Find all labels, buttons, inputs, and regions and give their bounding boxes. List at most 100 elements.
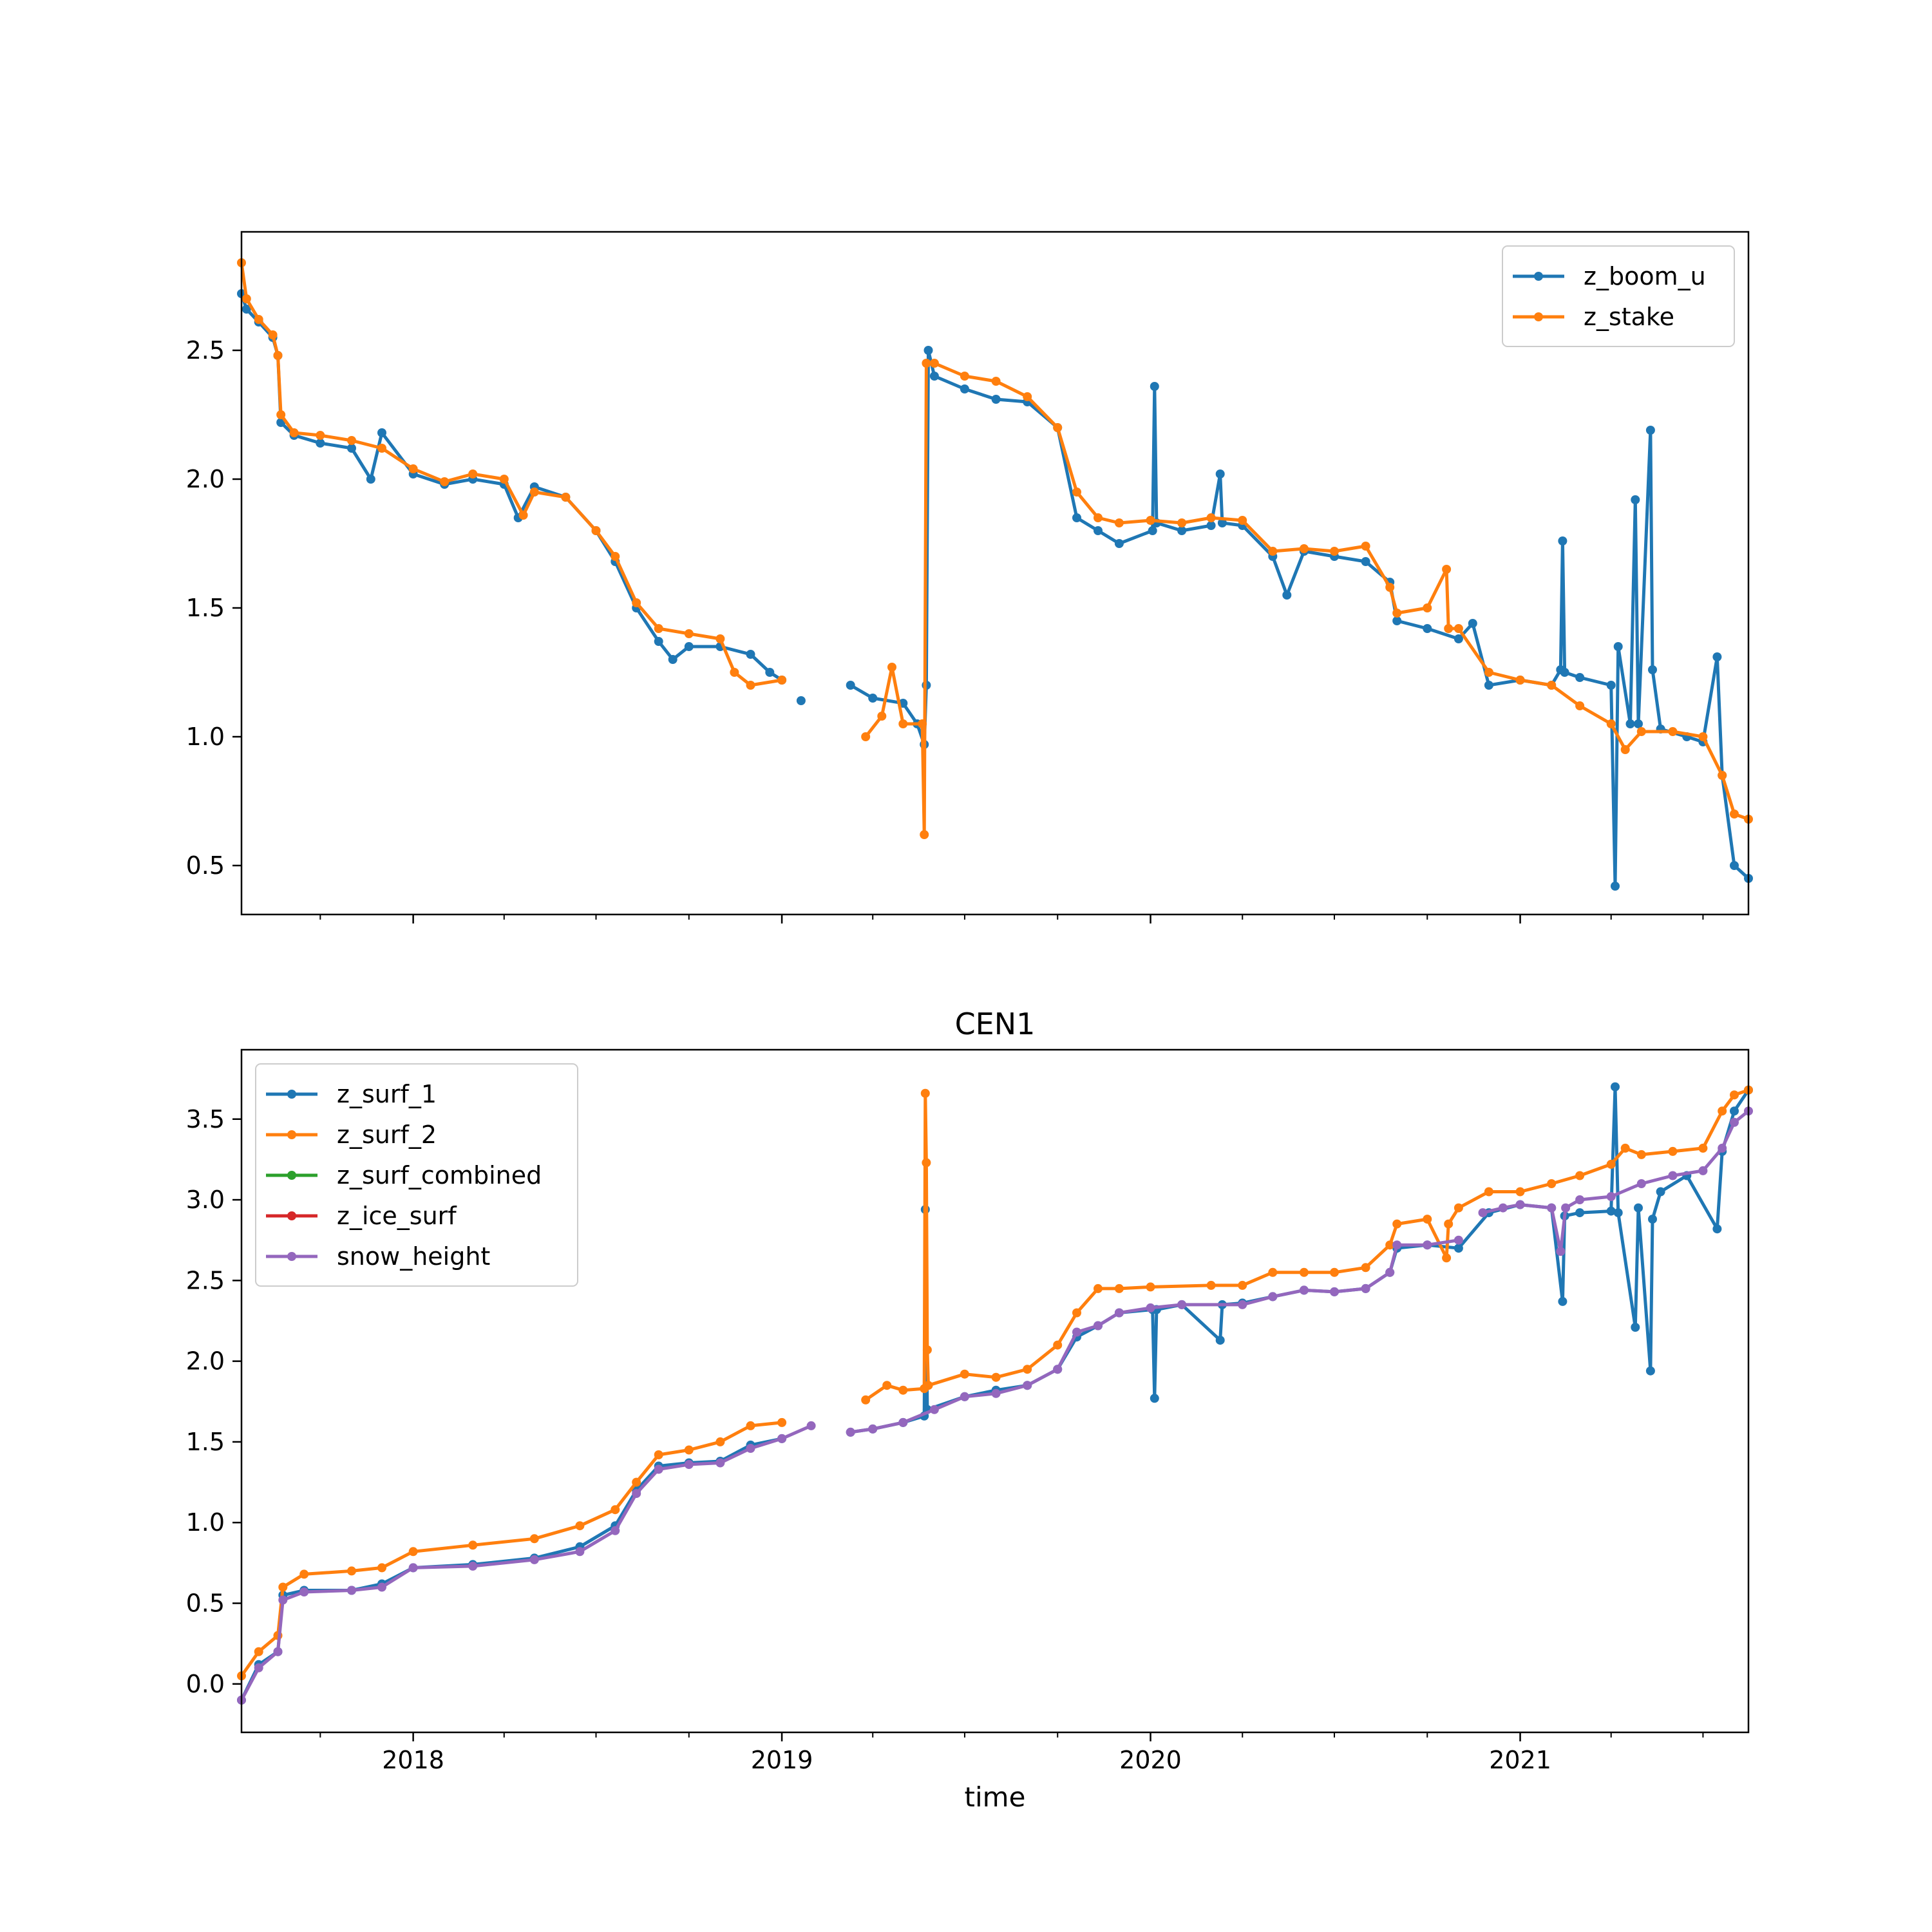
bottom-z-surf-2-point <box>278 1582 288 1592</box>
bottom-series-z-surf-2 <box>237 1085 1753 1681</box>
bottom-snow-height-point <box>1454 1235 1463 1245</box>
top-z-stake-point <box>929 359 939 368</box>
bottom-y-tick-label: 0.5 <box>186 1589 225 1618</box>
top-z-boom-u-point <box>347 444 356 453</box>
top-z-stake-point <box>1114 518 1124 527</box>
bottom-z-surf-2-point <box>746 1421 755 1430</box>
top-z-stake-point <box>877 712 887 721</box>
bottom-legend-item: z_surf_2 <box>266 1121 437 1149</box>
bottom-z-surf-2-point <box>1606 1159 1616 1169</box>
bottom-snow-height-point <box>715 1458 725 1468</box>
bottom-z-surf-2-point <box>575 1521 585 1531</box>
bottom-z-surf-2-point <box>1575 1171 1585 1180</box>
bottom-snow-height-point <box>1177 1300 1187 1309</box>
top-legend-item: z_boom_u <box>1513 262 1706 290</box>
top-z-boom-u-point <box>316 439 325 448</box>
top-z-stake-point <box>1547 681 1557 690</box>
bottom-snow-height-point <box>806 1421 816 1430</box>
top-chart-x-ticks <box>319 914 1704 923</box>
top-z-stake-point <box>861 732 871 741</box>
top-z-boom-u-point <box>746 650 755 659</box>
bottom-snow-height-point <box>1556 1247 1566 1256</box>
top-z-boom-u-point <box>1484 681 1493 690</box>
bottom-chart-x-ticks: 2018 2019 2020 2021 <box>319 1732 1704 1774</box>
bottom-snow-height-point <box>1668 1171 1678 1180</box>
bottom-legend-swatch-marker <box>287 1090 296 1099</box>
bottom-z-surf-2-point <box>1146 1282 1155 1292</box>
bottom-z-surf-1-point <box>1575 1208 1585 1218</box>
bottom-snow-height-point <box>377 1582 386 1592</box>
top-z-boom-u-point <box>1606 681 1616 690</box>
top-z-boom-u-point <box>1282 591 1292 600</box>
bottom-snow-height-point <box>1698 1166 1708 1175</box>
bottom-z-surf-2-point <box>654 1450 663 1459</box>
bottom-snow-height-point <box>868 1424 878 1434</box>
top-z-stake-point <box>1268 547 1278 556</box>
top-z-boom-u-point <box>668 655 677 664</box>
bottom-legend-label: z_surf_combined <box>337 1161 542 1189</box>
bottom-y-tick-label: 2.5 <box>186 1266 225 1294</box>
top-z-stake-point <box>1206 513 1216 522</box>
bottom-x-tick-label: 2020 <box>1119 1746 1182 1774</box>
top-z-stake-point <box>684 629 694 638</box>
top-z-boom-u-point <box>765 668 775 677</box>
top-z-stake-point <box>1423 603 1432 612</box>
top-z-stake-point <box>499 475 509 484</box>
top-z-boom-u-point <box>1150 382 1159 391</box>
bottom-z-surf-2-point <box>632 1477 641 1487</box>
top-z-stake-point <box>730 668 739 677</box>
top-z-boom-u-point <box>684 642 694 651</box>
bottom-snow-height-point <box>299 1587 309 1596</box>
bottom-x-tick-label: 2021 <box>1489 1746 1551 1774</box>
bottom-snow-height-point <box>278 1595 288 1605</box>
top-z-stake-point <box>1484 668 1493 677</box>
bottom-z-surf-2-point <box>1361 1263 1370 1273</box>
top-z-stake-point <box>1575 701 1585 710</box>
bottom-z-surf-2-point <box>1718 1106 1727 1116</box>
bottom-z-surf-1-point <box>1656 1187 1665 1197</box>
bottom-legend-swatch-marker <box>287 1130 296 1139</box>
bottom-snow-height-point <box>1238 1300 1247 1309</box>
bottom-z-surf-2-point <box>715 1437 725 1446</box>
top-z-stake-point <box>920 830 929 839</box>
bottom-snow-height-point <box>632 1489 641 1499</box>
bottom-snow-height-point <box>684 1460 694 1469</box>
bottom-snow-height-point <box>273 1647 283 1656</box>
top-z-stake-point <box>1606 719 1616 728</box>
bottom-chart-legend: z_surf_1 z_surf_2 z_surf_combined z_ice_sur… <box>255 1063 578 1287</box>
bottom-series-snow-height <box>237 1106 1753 1705</box>
top-z-boom-u-point <box>1625 719 1635 728</box>
top-z-stake-point <box>289 428 299 437</box>
top-z-stake-point <box>918 719 927 728</box>
top-chart-series <box>237 258 1753 891</box>
top-z-boom-u-point <box>1560 668 1569 677</box>
top-z-stake-point <box>529 488 539 497</box>
top-chart-frame <box>240 231 1750 916</box>
bottom-snow-height-point <box>1023 1381 1032 1390</box>
bottom-snow-height-point <box>654 1464 663 1474</box>
bottom-snow-height-point <box>1478 1208 1488 1218</box>
bottom-z-surf-1-point <box>1454 1244 1463 1253</box>
top-z-stake-point <box>632 598 641 607</box>
bottom-z-surf-2-point <box>922 1345 932 1355</box>
bottom-snow-height-point <box>1423 1240 1432 1250</box>
bottom-z-surf-2-point <box>1636 1150 1646 1159</box>
bottom-z-surf-2-point <box>1454 1203 1463 1213</box>
top-z-stake-point <box>1299 544 1309 553</box>
top-z-stake-point <box>887 663 896 672</box>
bottom-legend-label: z_surf_1 <box>337 1080 437 1108</box>
bottom-snow-height-point <box>1498 1203 1508 1213</box>
top-z-boom-u-point <box>868 694 878 703</box>
bottom-y-tick-label: 3.5 <box>186 1105 225 1133</box>
top-z-stake-point <box>276 410 286 419</box>
top-z-stake-point <box>1515 676 1525 685</box>
top-z-stake-point <box>316 431 325 440</box>
bottom-z-surf-2-point <box>408 1547 418 1557</box>
top-z-stake-point <box>408 464 418 473</box>
top-z-stake-point <box>1177 518 1187 527</box>
top-z-stake-point <box>440 477 450 486</box>
bottom-z-surf-2-point <box>1423 1215 1432 1224</box>
bottom-z-surf-2-point <box>468 1540 478 1550</box>
top-z-stake-point <box>591 526 601 535</box>
